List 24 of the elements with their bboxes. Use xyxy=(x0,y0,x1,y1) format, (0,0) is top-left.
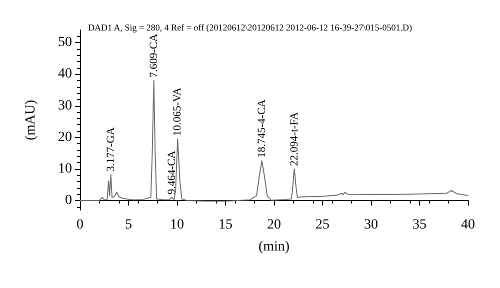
y-tick-label: 10 xyxy=(58,161,72,176)
x-tick-label: 5 xyxy=(125,218,132,232)
annotation: 9.464-CA xyxy=(166,150,178,194)
x-tick-label: 15 xyxy=(218,218,232,232)
x-tick-label: 25 xyxy=(316,218,330,232)
chart-title: DAD1 A, Sig = 280, 4 Ref = off (20120612\20120612 2012-06-12 16-39-27\015-0501.D) xyxy=(88,22,412,32)
annotation: 18.745-4-CA xyxy=(256,99,268,158)
annotation: 7.609-CA xyxy=(148,34,160,78)
x-tick-label: 0 xyxy=(76,218,84,232)
x-tick-label: 10 xyxy=(170,218,184,232)
y-tick-label: 0 xyxy=(65,193,72,208)
x-tick-label: 35 xyxy=(412,218,426,232)
x-tick-label: 30 xyxy=(364,218,378,232)
x-axis-title: (min) xyxy=(258,240,290,254)
y-tick-label: 20 xyxy=(58,130,72,145)
annotation: 22.094-t-FA xyxy=(288,112,300,166)
annotation: 10.065-VA xyxy=(172,88,184,136)
y-tick-label: 40 xyxy=(58,66,72,82)
y-axis-title: (mAU) xyxy=(24,99,38,140)
x-tick-label: 40 xyxy=(461,218,475,232)
annotation: 3.177-GA xyxy=(104,127,117,172)
x-tick-label: 20 xyxy=(267,218,281,232)
y-tick-label: 50 xyxy=(58,35,72,50)
y-tick-label: 30 xyxy=(58,98,72,114)
